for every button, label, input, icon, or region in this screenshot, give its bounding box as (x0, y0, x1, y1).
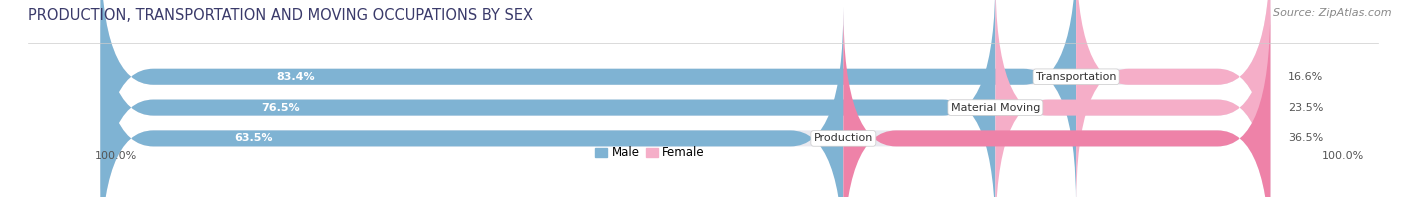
FancyBboxPatch shape (844, 8, 1270, 197)
Text: 100.0%: 100.0% (1322, 151, 1364, 161)
FancyBboxPatch shape (101, 0, 995, 197)
Text: 63.5%: 63.5% (235, 133, 273, 143)
FancyBboxPatch shape (101, 0, 1270, 197)
Text: PRODUCTION, TRANSPORTATION AND MOVING OCCUPATIONS BY SEX: PRODUCTION, TRANSPORTATION AND MOVING OC… (28, 8, 533, 23)
Text: Source: ZipAtlas.com: Source: ZipAtlas.com (1274, 8, 1392, 18)
Text: Material Moving: Material Moving (950, 103, 1040, 112)
Text: 23.5%: 23.5% (1288, 103, 1323, 112)
Text: Transportation: Transportation (1036, 72, 1116, 82)
FancyBboxPatch shape (995, 0, 1270, 197)
Text: 36.5%: 36.5% (1288, 133, 1323, 143)
Text: 16.6%: 16.6% (1288, 72, 1323, 82)
Legend: Male, Female: Male, Female (591, 142, 710, 164)
FancyBboxPatch shape (101, 8, 1270, 197)
Text: 83.4%: 83.4% (276, 72, 315, 82)
FancyBboxPatch shape (101, 0, 1076, 197)
Text: Production: Production (814, 133, 873, 143)
FancyBboxPatch shape (1076, 0, 1270, 197)
FancyBboxPatch shape (101, 8, 844, 197)
FancyBboxPatch shape (101, 0, 1270, 197)
Text: 100.0%: 100.0% (94, 151, 136, 161)
Text: 76.5%: 76.5% (262, 103, 301, 112)
